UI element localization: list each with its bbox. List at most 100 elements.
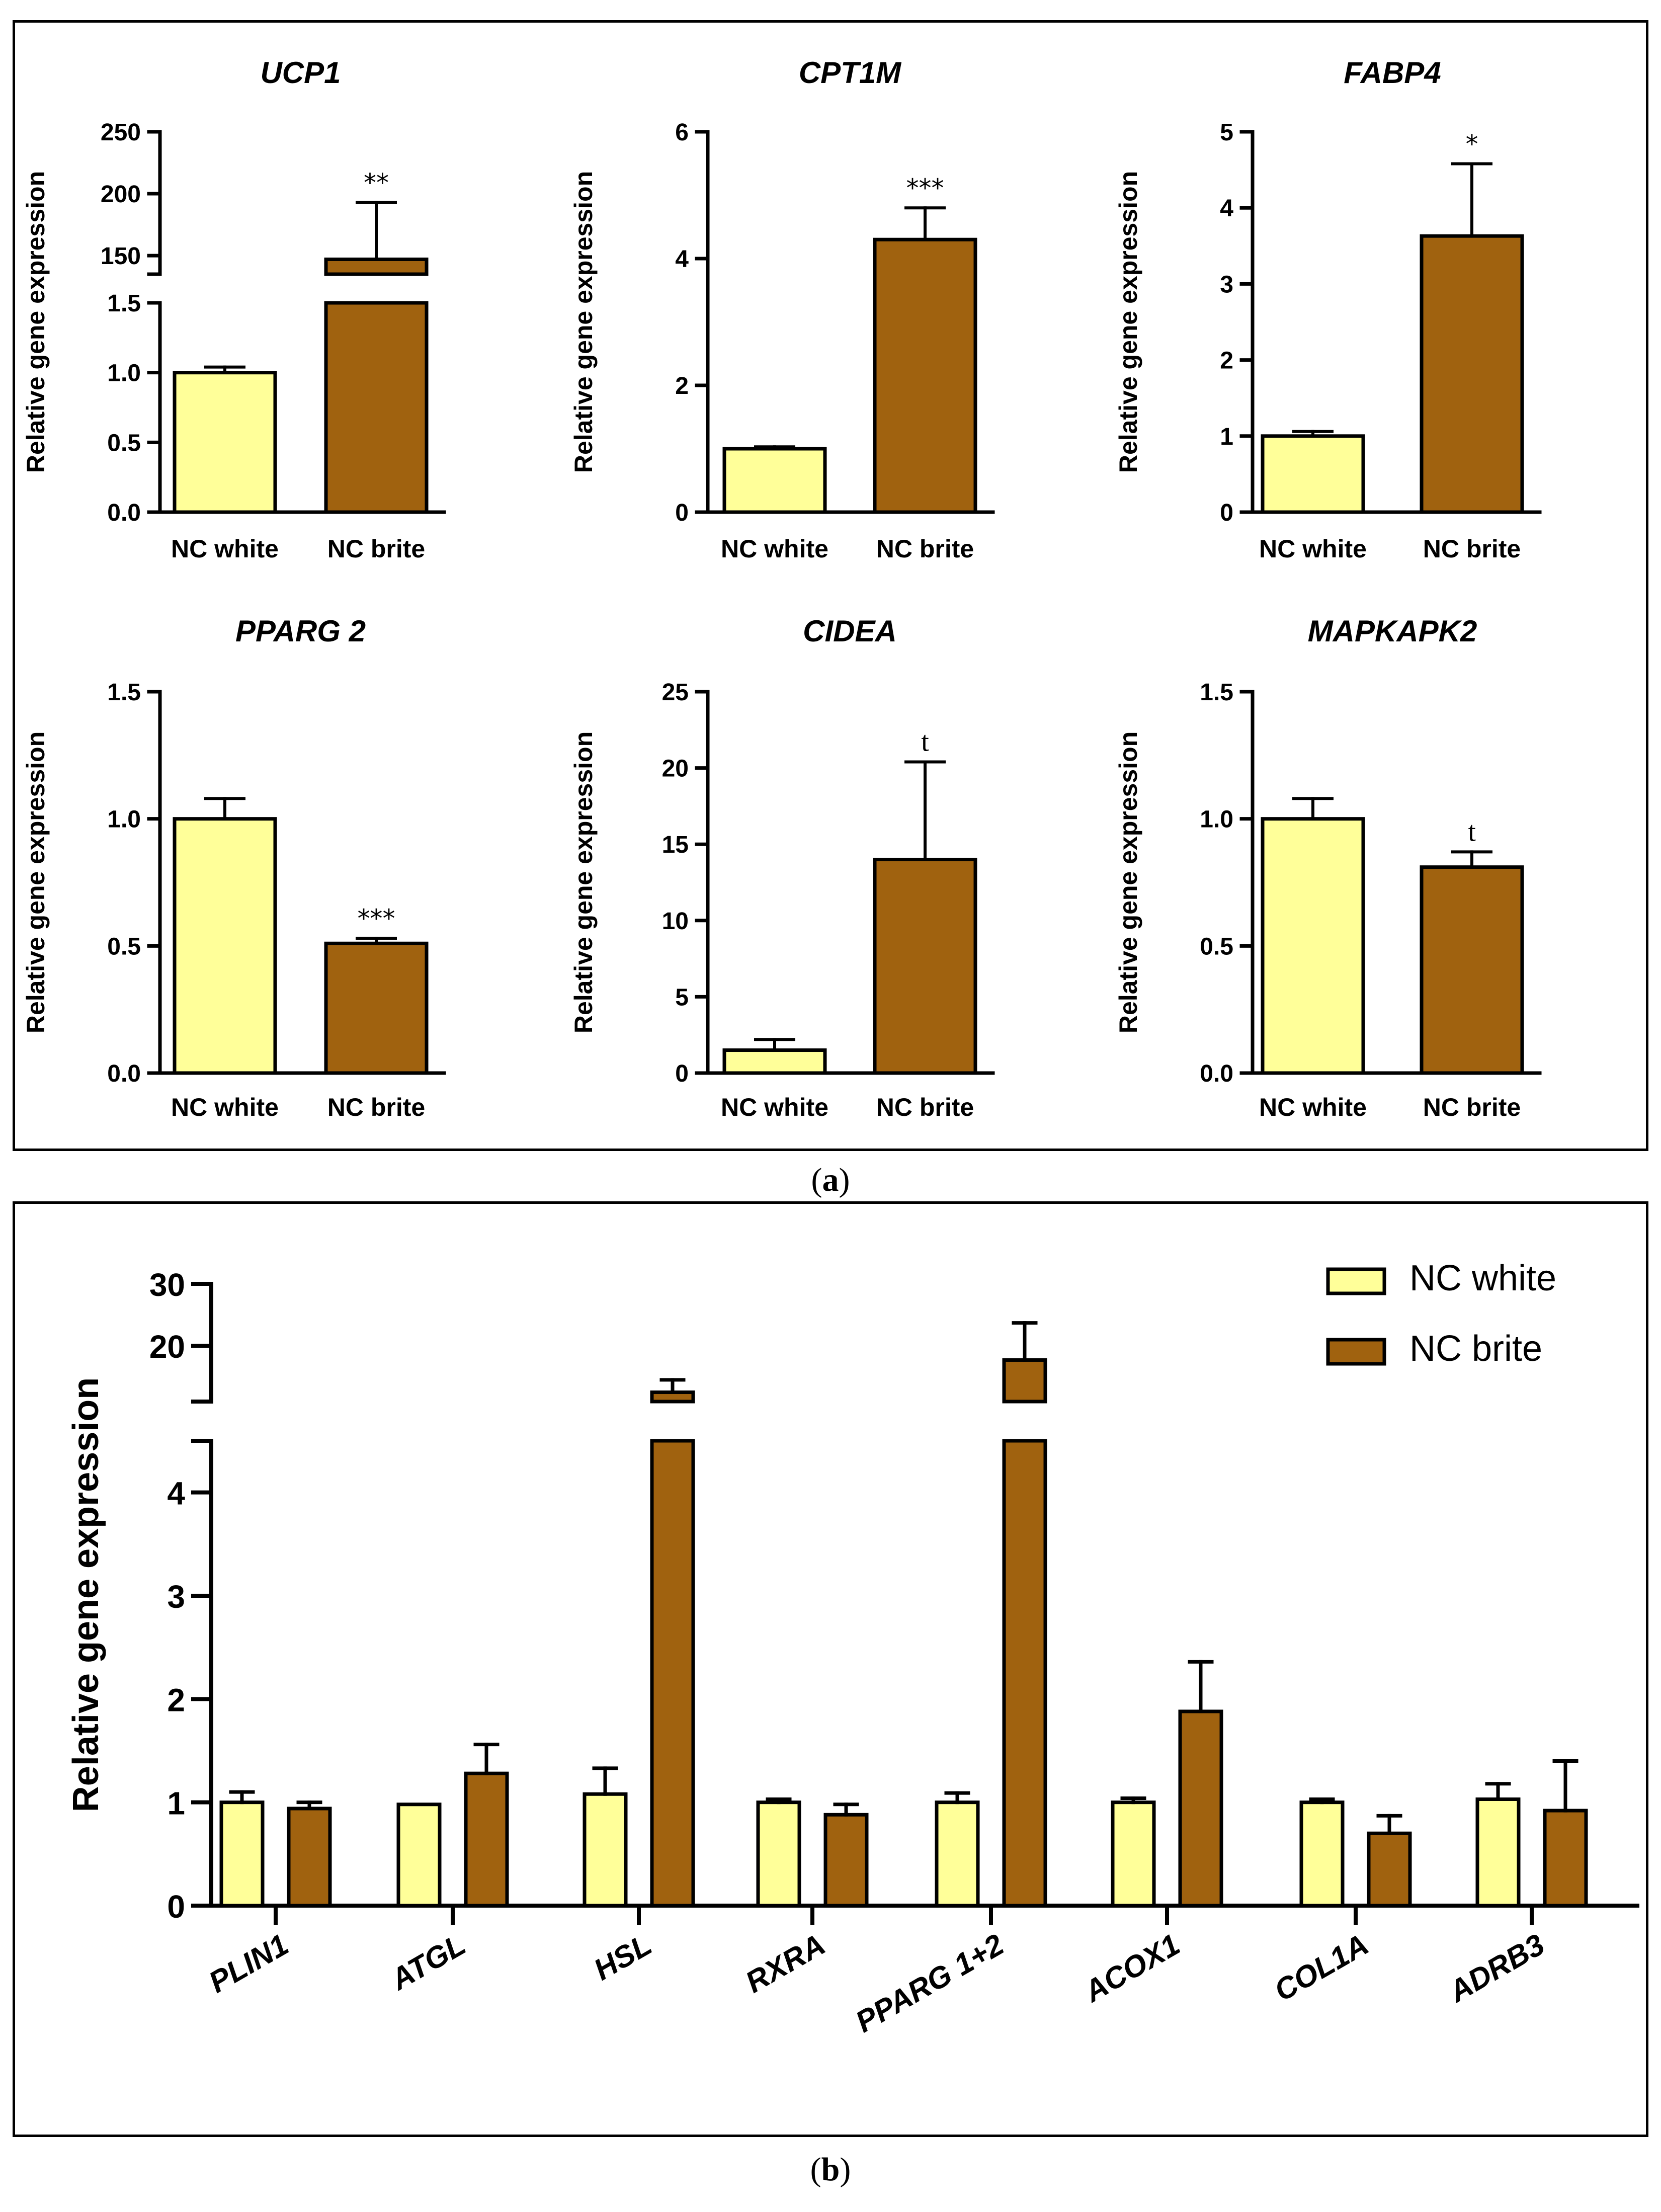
bar-nc-white-cpt1m xyxy=(722,447,827,514)
y-axis-title-cidea: Relative gene expression xyxy=(569,731,598,1033)
y-tick-label-cpt1m: 0 xyxy=(675,500,689,526)
y-axis-title-pparg-2: Relative gene expression xyxy=(22,731,50,1033)
y-tick-label-grouped: 30 xyxy=(149,1267,185,1303)
bar-nc-brite-acox1 xyxy=(1178,1709,1223,1908)
x-category-label-adrb3: ADRB3 xyxy=(1442,1927,1550,2009)
x-category-label-hsl: HSL xyxy=(588,1927,657,1987)
bar-nc-white-atgl xyxy=(396,1803,442,1908)
bar-nc-white-ucp1 xyxy=(173,371,277,514)
bar-nc-brite-upper-pparg-1-2 xyxy=(1002,1358,1047,1404)
x-category-label-ucp1: NC brite xyxy=(327,535,425,563)
x-category-label-cidea: NC brite xyxy=(876,1093,974,1121)
bar-nc-brite-col1a xyxy=(1367,1831,1412,1908)
bar-nc-brite-adrb3 xyxy=(1543,1809,1588,1908)
x-category-label-acox1: ACOX1 xyxy=(1077,1927,1185,2009)
y-axis-title-mapkapk2: Relative gene expression xyxy=(1114,731,1142,1033)
legend-swatch-nc-brite xyxy=(1326,1338,1386,1366)
bar-nc-brite-atgl xyxy=(464,1771,509,1908)
bar-nc-white-hsl xyxy=(583,1792,628,1908)
y-tick-label-ucp1: 1.5 xyxy=(107,290,141,317)
y-tick-label-fabp4: 3 xyxy=(1220,271,1233,298)
y-tick-label-ucp1: 250 xyxy=(101,119,141,146)
y-tick-label-cpt1m: 2 xyxy=(675,373,689,399)
y-tick-label-cidea: 10 xyxy=(662,908,689,935)
y-tick-label-cidea: 5 xyxy=(675,984,689,1011)
x-category-label-pparg-2: NC brite xyxy=(327,1093,425,1121)
y-tick-label-mapkapk2: 0.0 xyxy=(1200,1060,1233,1087)
significance-nc-brite-cpt1m: *** xyxy=(906,174,944,203)
chart-title-mapkapk2: MAPKAPK2 xyxy=(1308,614,1477,648)
bar-nc-white-mapkapk2 xyxy=(1261,817,1365,1075)
y-tick-label-mapkapk2: 1.5 xyxy=(1200,679,1233,706)
y-tick-label-ucp1: 150 xyxy=(101,243,141,270)
y-tick-label-fabp4: 0 xyxy=(1220,500,1233,526)
chart-title-pparg-2: PPARG 2 xyxy=(235,614,366,648)
y-tick-label-cidea: 0 xyxy=(675,1060,689,1087)
chart-title-cpt1m: CPT1M xyxy=(799,56,902,90)
legend-label-nc-white: NC white xyxy=(1409,1258,1556,1298)
significance-nc-brite-fabp4: * xyxy=(1466,130,1478,159)
bar-nc-white-acox1 xyxy=(1111,1800,1156,1908)
y-tick-label-ucp1: 0.0 xyxy=(107,500,141,526)
y-tick-label-grouped: 3 xyxy=(167,1579,185,1615)
bar-nc-white-cidea xyxy=(722,1048,827,1075)
chart-title-cidea: CIDEA xyxy=(803,614,897,648)
x-category-label-fabp4: NC brite xyxy=(1423,535,1521,563)
y-tick-label-grouped: 20 xyxy=(149,1329,185,1365)
x-category-label-fabp4: NC white xyxy=(1259,535,1367,563)
bar-nc-brite-pparg-2 xyxy=(324,941,429,1075)
y-axis-title-cpt1m: Relative gene expression xyxy=(569,171,598,473)
x-category-label-cpt1m: NC brite xyxy=(876,535,974,563)
y-tick-label-fabp4: 5 xyxy=(1220,119,1233,146)
bar-nc-brite-lower-ucp1 xyxy=(324,301,429,514)
x-category-label-mapkapk2: NC white xyxy=(1259,1093,1367,1121)
bar-nc-white-plin1 xyxy=(219,1800,265,1908)
y-tick-label-grouped: 0 xyxy=(167,1889,185,1925)
x-category-label-plin1: PLIN1 xyxy=(203,1927,294,1999)
y-tick-label-cpt1m: 4 xyxy=(675,246,689,273)
x-category-label-cidea: NC white xyxy=(721,1093,828,1121)
bar-break-gap-hsl xyxy=(649,1404,696,1439)
x-category-label-mapkapk2: NC brite xyxy=(1423,1093,1521,1121)
bar-nc-white-pparg-2 xyxy=(173,817,277,1075)
chart-title-fabp4: FABP4 xyxy=(1344,56,1441,90)
bar-nc-white-col1a xyxy=(1299,1800,1345,1908)
bar-break-gap-pparg-1-2 xyxy=(1001,1404,1048,1439)
panel-a-label: (a) xyxy=(811,1162,850,1198)
bar-nc-brite-rxra xyxy=(823,1813,869,1908)
legend-swatch-nc-white xyxy=(1326,1267,1386,1295)
bar-nc-brite-cidea xyxy=(873,858,977,1075)
y-tick-label-mapkapk2: 1.0 xyxy=(1200,806,1233,833)
y-tick-label-fabp4: 2 xyxy=(1220,348,1233,374)
significance-nc-brite-pparg-2: *** xyxy=(358,904,395,933)
x-category-label-atgl: ATGL xyxy=(384,1927,471,1997)
y-tick-label-pparg-2: 1.5 xyxy=(107,679,141,706)
y-tick-label-ucp1: 0.5 xyxy=(107,430,141,456)
y-tick-label-ucp1: 1.0 xyxy=(107,360,141,387)
bar-nc-white-pparg-1-2 xyxy=(935,1800,980,1908)
chart-title-ucp1: UCP1 xyxy=(260,56,341,90)
x-category-label-ucp1: NC white xyxy=(171,535,279,563)
y-tick-label-ucp1: 200 xyxy=(101,181,141,208)
legend-label-nc-brite: NC brite xyxy=(1409,1329,1542,1369)
y-tick-label-pparg-2: 1.0 xyxy=(107,806,141,833)
y-tick-label-grouped: 1 xyxy=(167,1785,185,1822)
x-category-label-rxra: RXRA xyxy=(740,1927,831,1999)
significance-nc-brite-ucp1: ** xyxy=(364,168,389,197)
bar-break-gap-ucp1 xyxy=(323,276,430,301)
y-tick-label-pparg-2: 0.5 xyxy=(107,933,141,960)
y-tick-label-grouped: 2 xyxy=(167,1682,185,1718)
y-tick-label-mapkapk2: 0.5 xyxy=(1200,933,1233,960)
y-tick-label-cidea: 15 xyxy=(662,832,689,858)
x-category-label-pparg-2: NC white xyxy=(171,1093,279,1121)
bar-nc-brite-upper-ucp1 xyxy=(324,257,429,276)
bar-nc-brite-mapkapk2 xyxy=(1420,865,1524,1075)
x-category-label-cpt1m: NC white xyxy=(721,535,828,563)
y-axis-title-fabp4: Relative gene expression xyxy=(1114,171,1142,473)
bar-nc-brite-cpt1m xyxy=(873,237,977,514)
bar-nc-brite-fabp4 xyxy=(1420,234,1524,514)
bar-nc-white-adrb3 xyxy=(1475,1797,1521,1908)
y-tick-label-fabp4: 1 xyxy=(1220,424,1233,450)
panel-a-frame xyxy=(13,20,1648,1151)
